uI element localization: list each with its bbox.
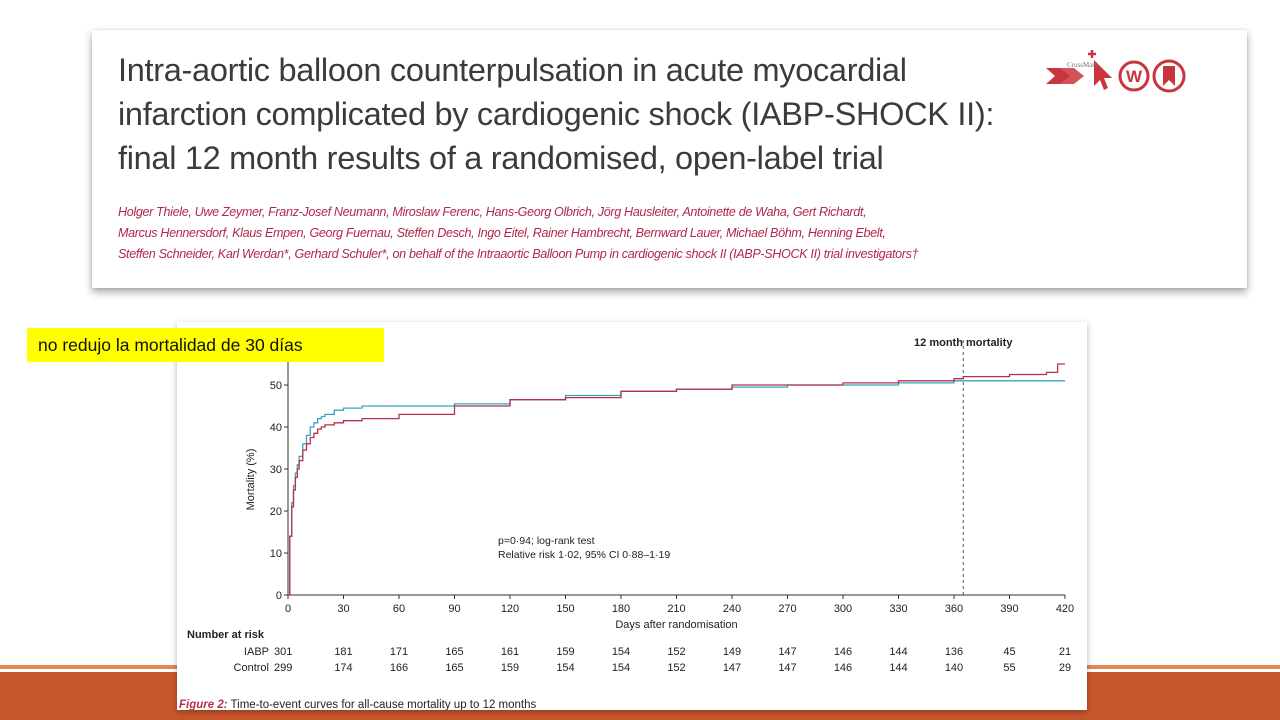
figure-caption-label: Figure 2: — [179, 699, 228, 710]
x-tick-label: 180 — [612, 603, 630, 615]
x-tick-label: 30 — [337, 603, 349, 615]
forward-arrow-icon[interactable] — [1046, 68, 1084, 84]
risk-value: 154 — [556, 662, 574, 674]
paper-header-card: Intra-aortic balloon counterpulsation in… — [92, 30, 1247, 288]
journal-icons: W — [1046, 50, 1186, 93]
figure-caption: Figure 2: Time-to-event curves for all-c… — [179, 699, 537, 710]
risk-value: 147 — [778, 662, 796, 674]
risk-value: 174 — [334, 662, 352, 674]
risk-value: 299 — [274, 662, 292, 674]
y-tick-label: 30 — [270, 464, 282, 476]
risk-row-label: IABP — [244, 646, 269, 658]
x-tick-label: 330 — [889, 603, 907, 615]
authors-line: Steffen Schneider, Karl Werdan*, Gerhard… — [118, 247, 919, 261]
risk-row-label: Control — [234, 662, 269, 674]
risk-value: 165 — [445, 662, 463, 674]
x-tick-label: 210 — [667, 603, 685, 615]
cursor-click-icon[interactable] — [1088, 50, 1112, 90]
y-axis-label: Mortality (%) — [245, 449, 257, 511]
x-tick-label: 270 — [778, 603, 796, 615]
risk-value: 161 — [501, 646, 519, 658]
y-tick-label: 10 — [270, 548, 282, 560]
x-tick-label: 420 — [1056, 603, 1074, 615]
risk-value: 159 — [501, 662, 519, 674]
figure-caption-text: Time-to-event curves for all-cause morta… — [228, 699, 537, 710]
risk-value: 152 — [667, 662, 685, 674]
risk-value: 55 — [1003, 662, 1015, 674]
authors-line: Marcus Hennersdorf, Klaus Empen, Georg F… — [118, 226, 886, 240]
x-tick-label: 360 — [945, 603, 963, 615]
x-tick-label: 0 — [285, 603, 291, 615]
paper-title: Intra-aortic balloon counterpulsation in… — [118, 48, 998, 180]
y-tick-label: 0 — [276, 590, 282, 602]
paper-authors: Holger Thiele, Uwe Zeymer, Franz-Josef N… — [118, 202, 1038, 265]
paper-title-line: infarction complicated by cardiogenic sh… — [118, 96, 995, 132]
x-tick-label: 300 — [834, 603, 852, 615]
y-tick-label: 50 — [270, 380, 282, 392]
stats-text: Relative risk 1·02, 95% CI 0·88–1·19 — [498, 549, 670, 561]
svg-text:W: W — [1126, 67, 1143, 86]
series-line-control — [288, 363, 1065, 596]
risk-table-header: Number at risk — [187, 629, 265, 641]
risk-value: 144 — [889, 662, 907, 674]
at-symbol-icon[interactable]: W — [1118, 60, 1150, 92]
series-line-iabp — [288, 380, 1065, 596]
risk-value: 171 — [390, 646, 408, 658]
x-axis-label: Days after randomisation — [615, 619, 737, 631]
risk-value: 181 — [334, 646, 352, 658]
x-tick-label: 90 — [448, 603, 460, 615]
risk-value: 147 — [723, 662, 741, 674]
risk-value: 166 — [390, 662, 408, 674]
x-tick-label: 240 — [723, 603, 741, 615]
risk-value: 152 — [667, 646, 685, 658]
risk-value: 149 — [723, 646, 741, 658]
risk-value: 29 — [1059, 662, 1071, 674]
risk-value: 301 — [274, 646, 292, 658]
risk-value: 159 — [556, 646, 574, 658]
x-tick-label: 120 — [501, 603, 519, 615]
x-tick-label: 390 — [1000, 603, 1018, 615]
risk-value: 140 — [945, 662, 963, 674]
stats-text: p=0·94; log-rank test — [498, 535, 595, 547]
x-tick-label: 60 — [393, 603, 405, 615]
risk-value: 146 — [834, 646, 852, 658]
risk-value: 21 — [1059, 646, 1071, 658]
authors-line: Holger Thiele, Uwe Zeymer, Franz-Josef N… — [118, 205, 867, 219]
figure-card: 0 10 20 30 40 50 0 30 60 90 120 150 180 210 240 270 300 3… — [177, 322, 1087, 710]
risk-value: 154 — [612, 662, 630, 674]
y-tick-label: 20 — [270, 506, 282, 518]
risk-value: 136 — [945, 646, 963, 658]
risk-value: 165 — [445, 646, 463, 658]
crossmark-label: CrossMark — [1067, 61, 1099, 69]
y-tick-label: 40 — [270, 422, 282, 434]
mortality-chart: 0 10 20 30 40 50 0 30 60 90 120 150 180 210 240 270 300 3… — [179, 337, 1074, 710]
risk-value: 144 — [889, 646, 907, 658]
callout-note: no redujo la mortalidad de 30 días — [27, 328, 384, 362]
risk-value: 146 — [834, 662, 852, 674]
risk-value: 45 — [1003, 646, 1015, 658]
twelve-month-label: 12 month mortality — [914, 337, 1013, 349]
crossmark-icon[interactable] — [1152, 59, 1186, 93]
paper-title-line: final 12 month results of a randomised, … — [118, 140, 884, 176]
x-tick-label: 150 — [556, 603, 574, 615]
paper-title-line: Intra-aortic balloon counterpulsation in… — [118, 52, 907, 88]
risk-value: 147 — [778, 646, 796, 658]
risk-value: 154 — [612, 646, 630, 658]
